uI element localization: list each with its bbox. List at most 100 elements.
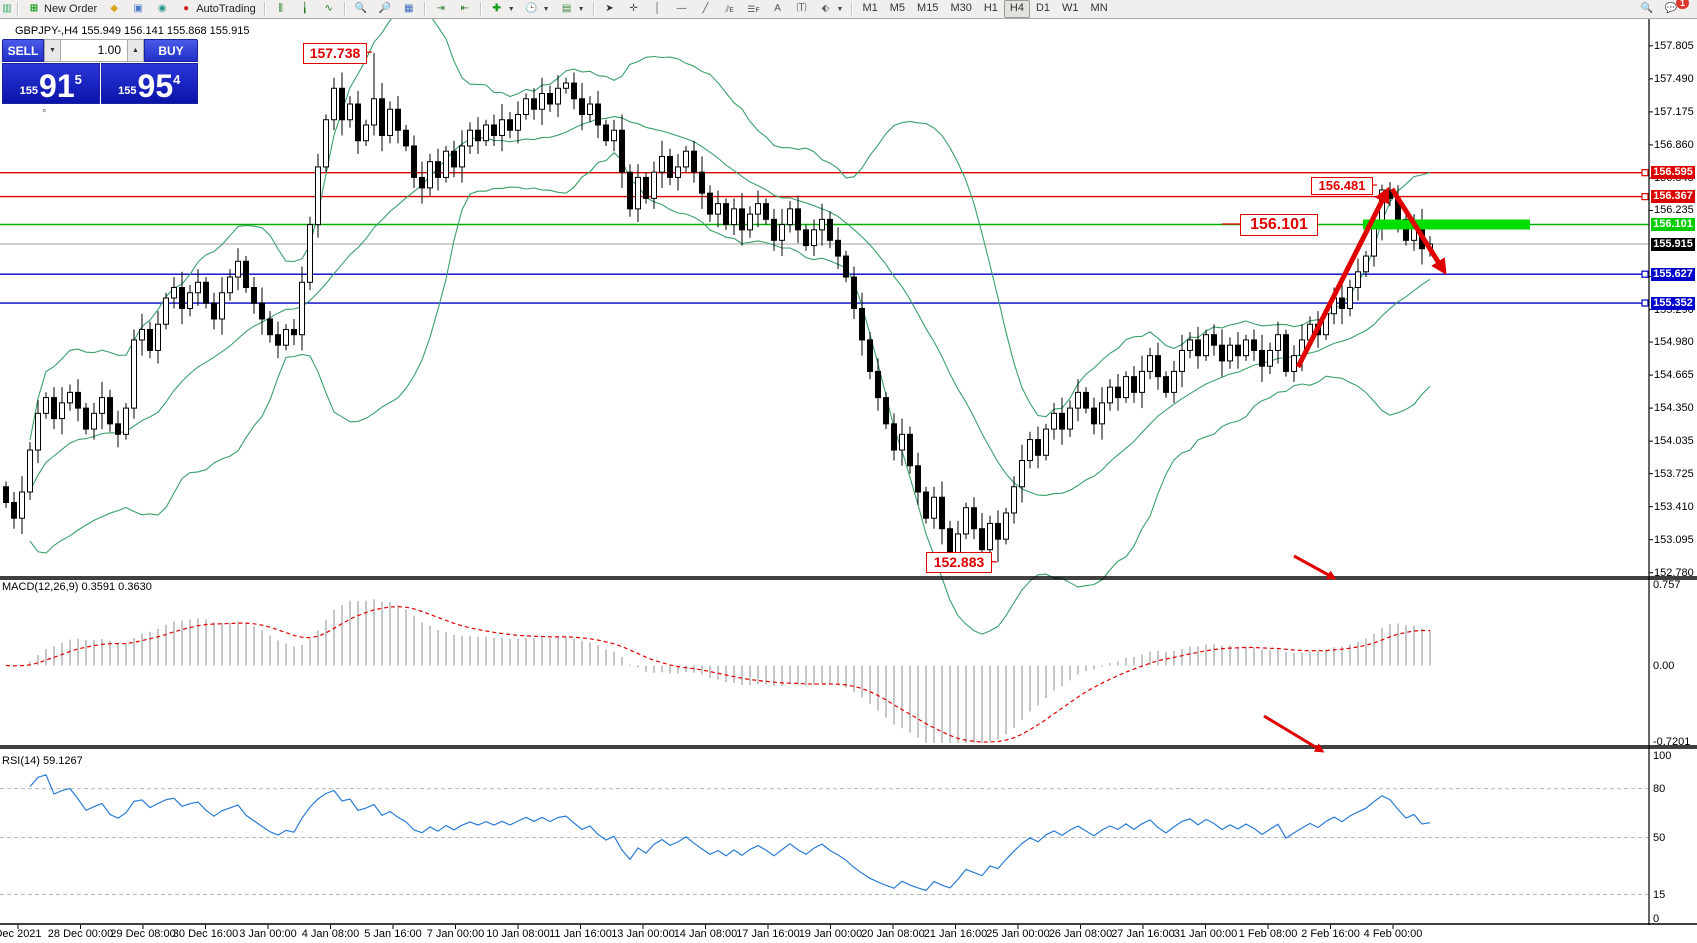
fibo-tool-button[interactable]: ☰ꜰ [742,1,766,17]
candle-body [3,486,9,503]
time-axis-label: 13 Jan 00:00 [611,928,675,940]
candle-body [187,292,193,309]
candle-body [291,328,297,336]
sell-price-panel[interactable]: 155 91 5 [2,63,100,104]
channel-tool-button[interactable]: ⫽ᴇ [718,1,742,17]
timeframe-h4[interactable]: H4 [1003,0,1030,18]
peak-price-label[interactable]: 157.738 [303,43,367,64]
level-price-label[interactable]: 156.101 [1240,214,1318,236]
candle-body [595,103,601,126]
level-handle-156.595[interactable] [1641,169,1649,177]
rsi-line [29,774,1431,892]
candle-body [1235,344,1241,357]
zoom-in-button[interactable]: 🔍 [349,1,373,17]
candle-body [499,119,505,136]
price-tick-label: 156.235 [1654,204,1694,217]
tile-windows-button[interactable]: ▦ [397,1,421,17]
price-tick-label: 156.860 [1654,138,1694,151]
timeframe-mn[interactable]: MN [1090,2,1108,14]
time-axis-label: 2 Feb 16:00 [1301,928,1360,940]
candle-body [1291,355,1297,372]
templates-button[interactable]: ▤ ▼ [555,1,590,17]
timeframe-w1[interactable]: W1 [1062,2,1079,14]
rally-up-arrow[interactable] [1295,186,1390,369]
auto-scroll-button[interactable]: ⇥ [429,1,453,17]
line-chart-button[interactable]: ∿ [317,1,341,17]
chart-shift-button[interactable]: ⇤ [453,1,477,17]
stray-marker: ° [42,108,47,120]
sell-button[interactable]: SELL [2,39,44,62]
sell-price-sup: 5 [74,72,82,87]
autotrading-button[interactable]: ● AutoTrading [174,1,261,17]
indicators-button[interactable]: ✚ ▼ [485,1,520,17]
candle-body [107,397,113,425]
fibo-icon: ☰ꜰ [747,4,760,14]
candle-body [995,522,1001,540]
timeframe-h1[interactable]: H1 [983,2,998,14]
drop-down-arrow[interactable] [1389,187,1447,276]
candle-body [819,218,825,231]
candle-body [1019,460,1025,488]
periods-button[interactable]: 🕒 ▼ [525,3,550,14]
signals-button[interactable]: ◉ [150,1,174,17]
cursor-tool-button[interactable]: ➤ [598,1,622,17]
volume-increase-button[interactable]: ▲ [127,39,144,62]
candlestick-button[interactable]: ╽ [293,1,317,17]
candle-body [155,323,161,351]
buy-button[interactable]: BUY [144,39,198,62]
time-axis-label: 21 Jan 16:00 [923,928,988,940]
chat-button[interactable]: 💬 1 [1659,0,1689,17]
level-handle-156.367[interactable] [1641,193,1649,201]
depth-of-market-button[interactable]: ▣ [126,1,150,17]
tile-windows-icon: ▦ [403,3,414,14]
timeframe-d1[interactable]: D1 [1035,2,1051,14]
rsi-down-arrow[interactable] [1263,714,1325,753]
timeframe-m5[interactable]: M5 [889,2,906,14]
low-price-label[interactable]: 152.883 [926,552,992,573]
candle-body [1283,334,1289,372]
search-button[interactable]: 🔍 [1635,1,1659,17]
market-watch-button[interactable]: ◆ [102,1,126,17]
timeframe-m15[interactable]: M15 [917,2,939,14]
candle-body [59,402,65,420]
new-order-button[interactable]: ⊞ New Order [22,1,102,17]
timeframe-m30[interactable]: M30 [950,2,972,14]
volume-decrease-button[interactable]: ▼ [44,39,61,62]
macd-label: MACD(12,26,9) 0.3591 0.3630 [2,581,152,593]
volume-input[interactable]: 1.00 [61,39,127,62]
buy-price-panel[interactable]: 155 95 4 [100,63,198,104]
toolbar-separator [343,2,346,16]
level-handle-155.627[interactable] [1641,270,1649,278]
zoom-out-button[interactable]: 🔎 [373,1,397,17]
candle-body [867,339,873,372]
time-axis-label: 17 Jan 16:00 [736,928,800,940]
vline-tool-button[interactable]: │ [646,1,670,17]
bar-chart-button[interactable]: ⫼ [269,1,293,17]
timeframe-m1[interactable]: M1 [862,2,878,14]
label-tool-button[interactable]: 🄣 [790,1,814,17]
crosshair-tool-button[interactable]: ✛ [622,1,646,17]
timeframe-group: M1 M5 M15 M30 H1 H4 D1 W1 MN [856,0,1113,18]
shapes-tool-button[interactable]: ⬖ ▼ [814,1,849,17]
price-tick-label: 154.665 [1654,369,1694,382]
candle-body [1363,255,1369,273]
candle-body [763,203,769,220]
candle-body [339,87,345,121]
trendline-tool-button[interactable]: ╱ [694,1,718,17]
candle-body [275,334,281,346]
time-axis-label: 19 Jan 00:00 [798,928,863,940]
macd-down-arrow[interactable] [1293,554,1337,580]
cursor-icon: ➤ [605,3,614,14]
text-tool-button[interactable]: A [766,1,790,17]
channel-icon: ⫽ᴇ [725,4,734,14]
level-handle-155.352[interactable] [1641,299,1649,307]
hline-tool-button[interactable]: — [670,1,694,17]
rsi-scale-label: 15 [1653,888,1666,901]
price-tag-155.915: 155.915 [1651,237,1695,251]
candle-body [83,407,89,430]
toolbar-separator [851,2,854,16]
candle-body [371,98,377,126]
rally-high-label[interactable]: 156.481 [1311,177,1373,195]
candle-body [963,507,969,535]
